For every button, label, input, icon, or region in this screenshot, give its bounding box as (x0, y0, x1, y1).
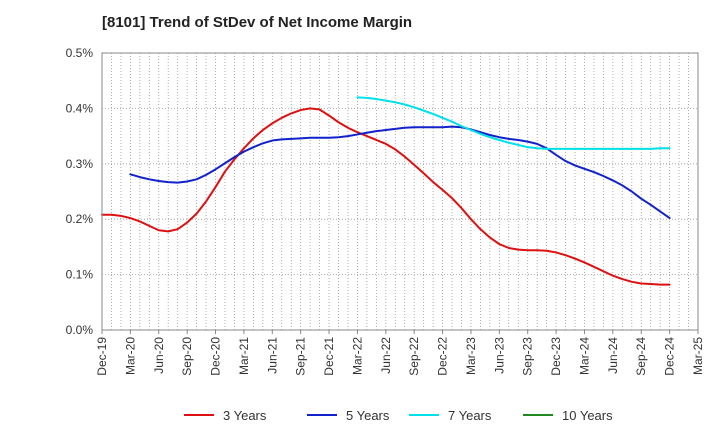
legend-label: 5 Years (346, 408, 390, 423)
x-tick-label: Mar-20 (123, 337, 137, 375)
x-tick-label: Dec-22 (436, 337, 450, 376)
x-tick-label: Sep-22 (407, 337, 421, 376)
x-tick-label: Sep-24 (634, 337, 648, 376)
y-tick-label: 0.0% (66, 323, 94, 337)
legend-label: 10 Years (562, 408, 613, 423)
x-tick-label: Mar-23 (464, 337, 478, 375)
x-axis: Dec-19 Mar-20 Jun-20 Sep-20 Dec-20 Mar-21 Jun-… (95, 330, 705, 376)
y-tick-label: 0.5% (66, 46, 94, 60)
legend-label: 7 Years (448, 408, 492, 423)
legend-item-7-years: 7 Years (409, 408, 492, 423)
y-axis: 0.0% 0.1% 0.2% 0.3% 0.4% 0.5% (66, 46, 94, 337)
x-tick-label: Jun-23 (492, 337, 506, 374)
x-tick-label: Jun-20 (152, 337, 166, 374)
series-line-3-years (101, 107, 671, 286)
x-tick-label: Dec-20 (209, 337, 223, 376)
x-tick-label: Jun-22 (379, 337, 393, 374)
series-line-7-years (356, 96, 671, 150)
legend-label: 3 Years (223, 408, 267, 423)
x-tick-label: Mar-22 (350, 337, 364, 375)
x-tick-label: Dec-23 (549, 337, 563, 376)
series-line-5-years (129, 125, 671, 220)
legend: 3 Years 5 Years 7 Years 10 Years (184, 408, 613, 423)
y-tick-label: 0.4% (66, 101, 94, 115)
plot-frame (101, 52, 699, 331)
x-tick-label: Mar-21 (237, 337, 251, 375)
legend-item-5-years: 5 Years (307, 408, 390, 423)
series-lines (101, 96, 671, 286)
x-tick-label: Mar-24 (577, 337, 591, 375)
grid (102, 53, 698, 330)
x-tick-label: Dec-21 (322, 337, 336, 376)
x-tick-label: Sep-20 (180, 337, 194, 376)
legend-item-10-years: 10 Years (523, 408, 613, 423)
y-tick-label: 0.3% (66, 157, 94, 171)
x-tick-label: Sep-23 (521, 337, 535, 376)
y-tick-label: 0.2% (66, 212, 94, 226)
x-tick-label: Jun-24 (606, 337, 620, 374)
legend-item-3-years: 3 Years (184, 408, 267, 423)
x-tick-label: Sep-21 (294, 337, 308, 376)
x-tick-label: Dec-19 (95, 337, 109, 376)
y-tick-label: 0.1% (66, 268, 94, 282)
chart-title: [8101] Trend of StDev of Net Income Marg… (102, 14, 413, 31)
x-tick-label: Dec-24 (663, 337, 677, 376)
x-tick-label: Mar-25 (691, 337, 705, 375)
x-tick-label: Jun-21 (265, 337, 279, 374)
